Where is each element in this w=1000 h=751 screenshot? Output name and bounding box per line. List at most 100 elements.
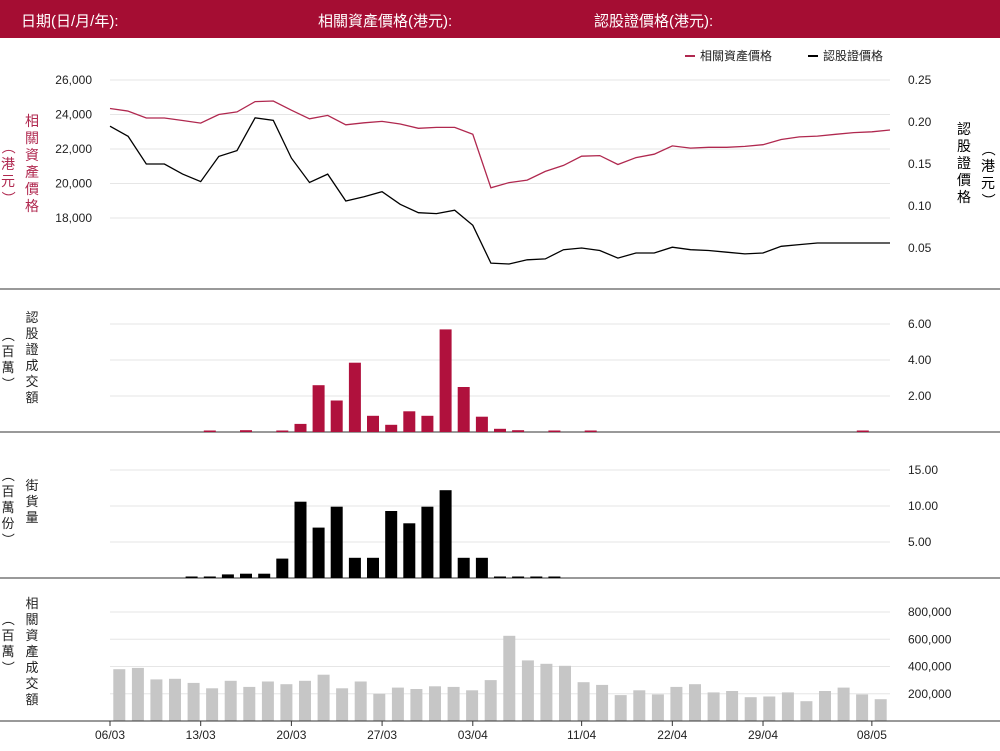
outstanding-bar xyxy=(312,527,325,578)
left-tick-label: 22,000 xyxy=(55,142,92,156)
left-axis-title-char: 資 xyxy=(25,147,39,163)
underlying-turnover-axis-unit-char: ） xyxy=(0,661,15,674)
warrant-turnover-tick-label: 4.00 xyxy=(908,353,932,367)
warrant-turnover-bar xyxy=(367,415,379,432)
warrant-turnover-tick-label: 6.00 xyxy=(908,317,932,331)
outstanding-axis-unit: （ 百萬份 ） xyxy=(0,469,15,546)
outstanding-bar xyxy=(421,506,434,578)
warrant-turnover-bar xyxy=(312,385,325,432)
underlying-turnover-axis-unit-char: 百 xyxy=(1,628,14,643)
right-axis-title-char: 證 xyxy=(957,155,971,171)
underlying-turnover-bar xyxy=(651,694,664,721)
underlying-turnover-axis-unit-char: 萬 xyxy=(1,644,14,659)
underlying-turnover-bar xyxy=(726,691,739,721)
underlying-turnover-bar xyxy=(261,681,274,721)
warrant-turnover-bar xyxy=(385,424,398,432)
underlying-turnover-bar xyxy=(391,687,404,721)
underlying-turnover-bar xyxy=(874,699,887,721)
underlying-turnover-bar xyxy=(224,680,237,721)
right-axis-unit-char: 元 xyxy=(981,175,995,191)
underlying-turnover-bar xyxy=(150,679,163,721)
warrant-turnover-bar xyxy=(403,411,416,432)
left-axis-title-char: 產 xyxy=(25,164,39,180)
x-tick-label: 13/03 xyxy=(186,728,216,742)
underlying-turnover-bar xyxy=(410,689,423,721)
underlying-turnover-tick-label: 400,000 xyxy=(908,660,952,674)
x-tick-label: 03/04 xyxy=(458,728,488,742)
outstanding-bar xyxy=(185,576,198,578)
x-tick-label: 08/05 xyxy=(857,728,887,742)
underlying-turnover-bar xyxy=(856,694,869,721)
underlying-turnover-bar xyxy=(336,688,349,721)
outstanding-bar xyxy=(330,506,343,578)
outstanding-tick-label: 10.00 xyxy=(908,499,938,513)
warrant-turnover-bar xyxy=(330,400,343,432)
underlying-turnover-bar xyxy=(689,684,701,721)
underlying-turnover-bar xyxy=(187,682,200,721)
warrant-turnover-bar xyxy=(512,430,525,432)
outstanding-axis-unit-char: 份 xyxy=(1,516,14,531)
right-axis-title: 認股證價格 xyxy=(957,121,971,205)
outstanding-tick-label: 15.00 xyxy=(908,463,938,477)
legend-warrant-label: 認股證價格 xyxy=(823,48,883,63)
underlying-turnover-bar xyxy=(466,690,479,721)
warrant-price-line xyxy=(109,117,890,265)
underlying-turnover-bar xyxy=(317,674,330,721)
warrant-turnover-axis-title-char: 證 xyxy=(25,342,38,357)
underlying-turnover-bar xyxy=(521,660,534,721)
warrant-turnover-bar xyxy=(457,387,470,432)
warrant-turnover-axis-title-char: 交 xyxy=(25,374,38,389)
right-axis-unit-char: （ xyxy=(980,142,996,156)
right-tick-label: 0.25 xyxy=(908,73,932,87)
underlying-turnover-tick-label: 600,000 xyxy=(908,632,952,646)
left-axis-title-char: 相 xyxy=(25,113,39,129)
left-axis-unit-char: 元 xyxy=(1,173,15,189)
warrant-turnover-axis-title-char: 股 xyxy=(25,326,38,341)
right-axis-unit-char: 港 xyxy=(981,158,995,174)
underlying-turnover-bar xyxy=(243,686,256,721)
left-axis-unit-char: （ xyxy=(0,140,16,154)
underlying-price-label: 相關資產價格(港元): xyxy=(318,13,453,30)
right-tick-label: 0.15 xyxy=(908,157,932,171)
underlying-turnover-tick-label: 200,000 xyxy=(908,687,952,701)
left-axis-unit-char: 港 xyxy=(1,156,15,172)
outstanding-bar xyxy=(439,490,452,578)
outstanding-bar xyxy=(475,557,488,578)
underlying-turnover-bar xyxy=(503,635,516,721)
outstanding-bar xyxy=(530,576,543,578)
outstanding-bar xyxy=(258,573,271,578)
outstanding-tick-label: 5.00 xyxy=(908,535,932,549)
outstanding-bar xyxy=(403,523,416,578)
left-axis-title-char: 價 xyxy=(25,181,39,197)
left-axis-unit-char: ） xyxy=(0,191,16,205)
underlying-turnover-axis-title-char: 交 xyxy=(25,676,38,691)
outstanding-axis-unit-char: ） xyxy=(0,533,15,546)
underlying-turnover-bar xyxy=(113,669,126,721)
x-tick-label: 06/03 xyxy=(95,728,125,742)
warrant-turnover-bar xyxy=(494,428,506,432)
outstanding-bar xyxy=(494,576,506,578)
underlying-turnover-bar xyxy=(206,688,219,721)
right-axis-title-char: 格 xyxy=(957,189,971,205)
underlying-turnover-bar xyxy=(596,684,609,721)
warrant-turnover-bar xyxy=(294,423,307,432)
underlying-turnover-bar xyxy=(800,701,813,721)
underlying-turnover-bar xyxy=(744,697,757,721)
right-axis-title-char: 價 xyxy=(957,172,971,188)
underlying-turnover-bar xyxy=(540,663,553,721)
warrant-price-label: 認股證價格(港元): xyxy=(594,13,714,30)
right-axis-title-char: 股 xyxy=(957,138,971,154)
outstanding-bar xyxy=(512,576,525,578)
underlying-turnover-bar xyxy=(781,692,794,721)
underlying-turnover-bar xyxy=(373,693,386,722)
warrant-turnover-bar xyxy=(439,329,452,432)
x-tick-label: 11/04 xyxy=(567,728,596,742)
right-tick-label: 0.05 xyxy=(908,241,932,255)
underlying-turnover-bar xyxy=(819,691,831,721)
legend-underlying-label: 相關資產價格 xyxy=(700,48,772,63)
warrant-turnover-axis-unit-char: 百 xyxy=(1,344,14,359)
x-tick-label: 27/03 xyxy=(367,728,397,742)
warrant-turnover-bar xyxy=(348,362,361,432)
